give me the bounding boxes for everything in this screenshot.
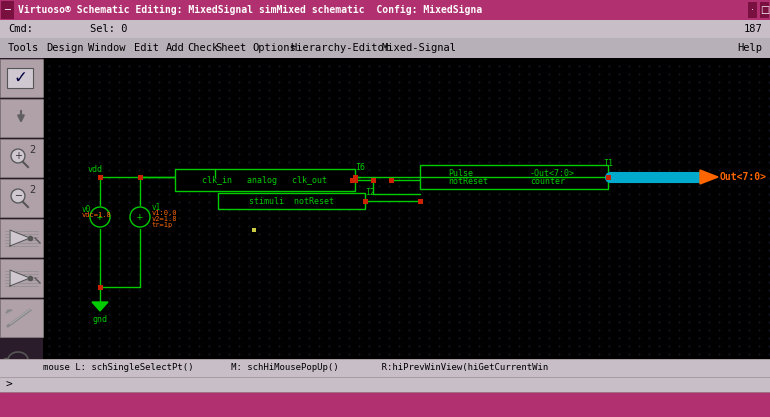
Bar <box>370 178 376 183</box>
Text: 2: 2 <box>29 185 35 195</box>
Bar <box>0 179 43 217</box>
Text: Add: Add <box>166 43 185 53</box>
Bar <box>0 359 770 377</box>
Text: -Out<7:0>: -Out<7:0> <box>530 169 575 178</box>
Text: Design: Design <box>46 43 83 53</box>
Text: Options: Options <box>252 43 296 53</box>
Bar <box>350 178 354 183</box>
Bar <box>0 59 43 97</box>
Text: Out<7:0>: Out<7:0> <box>720 172 767 182</box>
Text: Window: Window <box>88 43 126 53</box>
Text: Tools: Tools <box>8 43 39 53</box>
Polygon shape <box>10 230 30 246</box>
Text: ·: · <box>751 5 754 15</box>
Text: v1: v1 <box>152 203 161 211</box>
Text: Sel: 0: Sel: 0 <box>90 24 128 34</box>
Bar <box>760 2 769 18</box>
Bar <box>175 169 355 191</box>
Text: +: + <box>97 212 103 222</box>
Text: ✓: ✓ <box>13 69 27 87</box>
Bar <box>0 377 770 392</box>
Text: notReset: notReset <box>448 177 488 186</box>
Text: 2: 2 <box>29 145 35 155</box>
Bar <box>0 392 770 417</box>
Bar <box>7 68 33 88</box>
Bar <box>417 198 423 203</box>
Bar <box>748 2 757 18</box>
Bar <box>1 1 14 19</box>
Bar <box>363 198 367 203</box>
Text: Edit: Edit <box>134 43 159 53</box>
Text: □: □ <box>760 5 769 15</box>
Text: 187: 187 <box>743 24 762 34</box>
Text: v1:0,0: v1:0,0 <box>152 210 178 216</box>
Text: I6: I6 <box>355 163 365 171</box>
Bar <box>420 165 608 189</box>
Text: v0: v0 <box>82 204 92 214</box>
Text: +: + <box>137 212 143 222</box>
Text: Virtuoso® Schematic Editing: MixedSignal simMixed schematic  Config: MixedSigna: Virtuoso® Schematic Editing: MixedSignal… <box>18 5 482 15</box>
Text: ─: ─ <box>4 5 10 15</box>
Bar <box>605 174 611 179</box>
Bar <box>0 259 43 297</box>
Bar <box>43 58 770 359</box>
Text: Sheet: Sheet <box>215 43 246 53</box>
Text: gnd: gnd <box>92 315 108 324</box>
Polygon shape <box>6 310 12 313</box>
Text: vdc=1.8: vdc=1.8 <box>82 212 112 218</box>
Bar <box>0 20 770 38</box>
Bar <box>0 299 43 337</box>
Text: >: > <box>5 379 12 389</box>
Bar <box>0 58 43 359</box>
Text: +: + <box>14 151 22 161</box>
Text: Pulse: Pulse <box>448 169 473 178</box>
Bar <box>0 219 43 257</box>
Bar <box>0 0 770 20</box>
Circle shape <box>90 207 110 227</box>
Bar <box>353 178 357 183</box>
Circle shape <box>11 149 25 163</box>
Bar <box>98 174 102 179</box>
Bar <box>0 38 770 58</box>
Text: Hierarchy-Editor: Hierarchy-Editor <box>290 43 390 53</box>
Bar <box>0 99 43 137</box>
Text: mouse L: schSingleSelectPt()       M: schHiMousePopUp()        R:hiPrevWinView(h: mouse L: schSingleSelectPt() M: schHiMou… <box>43 364 548 372</box>
Bar <box>0 139 43 177</box>
Circle shape <box>11 189 25 203</box>
Polygon shape <box>10 270 30 286</box>
Bar <box>389 178 393 183</box>
Bar <box>353 174 357 179</box>
Text: vdd: vdd <box>88 164 102 173</box>
Text: tr=1p: tr=1p <box>152 222 173 228</box>
Bar <box>0 359 43 364</box>
Text: Mixed-Signal: Mixed-Signal <box>382 43 457 53</box>
Bar <box>98 284 102 289</box>
Bar <box>605 174 611 179</box>
Text: I2: I2 <box>365 188 375 196</box>
Text: clk_in   analog   clk_out: clk_in analog clk_out <box>203 176 327 184</box>
Text: I1: I1 <box>603 158 613 168</box>
Bar <box>138 174 142 179</box>
Bar <box>252 228 256 232</box>
Circle shape <box>130 207 150 227</box>
Text: counter: counter <box>530 177 565 186</box>
Polygon shape <box>92 302 108 311</box>
Text: Cmd:: Cmd: <box>8 24 33 34</box>
Polygon shape <box>700 170 718 184</box>
Text: Check: Check <box>187 43 218 53</box>
Text: stimuli  notReset: stimuli notReset <box>249 196 334 206</box>
Bar <box>218 193 365 209</box>
Text: v2=1.8: v2=1.8 <box>152 216 178 222</box>
Text: Help: Help <box>737 43 762 53</box>
Text: ─: ─ <box>15 191 21 201</box>
